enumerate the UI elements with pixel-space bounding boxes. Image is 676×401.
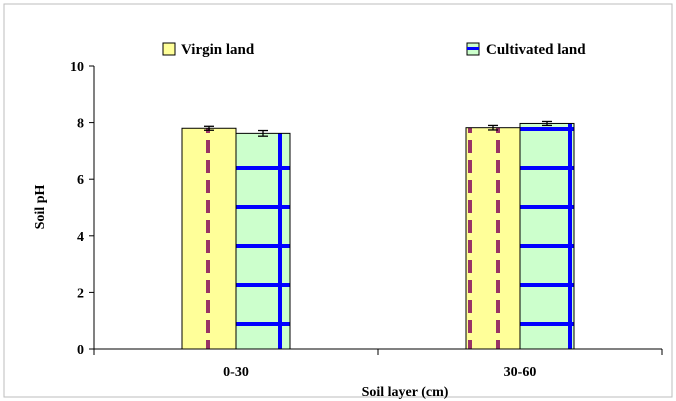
error-bars: [204, 120, 552, 137]
y-axis-title: Soil pH: [33, 185, 48, 230]
x-ticks: 0-30 30-60: [93, 349, 663, 380]
legend-label-virgin: Virgin land: [181, 42, 255, 58]
legend-item-virgin: Virgin land: [162, 42, 255, 58]
y-tick-label: 4: [77, 230, 84, 245]
y-tick-label: 6: [77, 173, 84, 188]
x-tick-label: 30-60: [504, 365, 537, 380]
x-tick-label: 0-30: [223, 365, 249, 380]
bar-cultivated: [235, 132, 291, 350]
y-tick-label: 2: [77, 286, 84, 301]
legend-swatch-cultivated-stripe: [467, 47, 479, 50]
y-tick-label: 0: [77, 343, 84, 358]
bars: [181, 122, 575, 350]
x-axis-title: Soil layer (cm): [362, 385, 449, 400]
legend: Virgin land Cultivated land: [162, 42, 586, 58]
legend-item-cultivated: Cultivated land: [466, 42, 586, 58]
bar-virgin: [181, 127, 237, 350]
chart-frame: [3, 3, 673, 398]
legend-swatch-virgin: [162, 42, 176, 56]
y-ticks: 0 2 4 6 8 10: [70, 60, 94, 358]
y-tick-label: 8: [77, 117, 84, 132]
bar-virgin: [465, 127, 521, 350]
bar-cultivated: [519, 122, 575, 350]
legend-label-cultivated: Cultivated land: [486, 42, 586, 58]
y-tick-label: 10: [70, 60, 84, 75]
